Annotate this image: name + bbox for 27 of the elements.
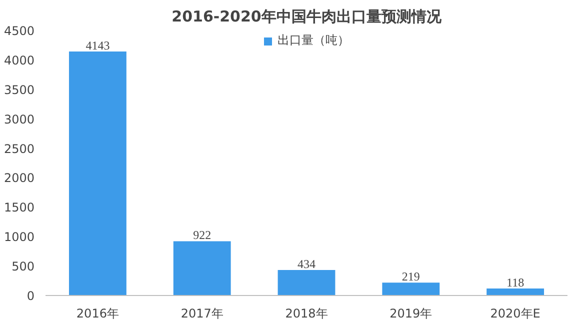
y-tick-label: 2000 (4, 171, 35, 186)
y-tick-label: 2500 (4, 142, 35, 156)
data-label: 118 (506, 276, 524, 290)
data-label: 922 (193, 228, 212, 242)
y-tick-label: 1500 (4, 200, 35, 215)
x-tick-label: 2018年 (285, 306, 328, 320)
data-label: 434 (298, 256, 316, 271)
y-tick-label: 500 (12, 260, 34, 274)
bar (173, 241, 231, 296)
x-tick-label: 2020年E (490, 306, 540, 320)
y-tick-label: 4000 (4, 53, 35, 68)
x-tick-label: 2016年 (76, 306, 119, 320)
y-tick-label: 1000 (4, 230, 35, 244)
y-tick-label: 3500 (4, 82, 35, 97)
y-tick-label: 3000 (4, 112, 35, 126)
legend-label: 出口量（吨） (278, 32, 350, 49)
bar (278, 270, 336, 296)
y-tick-label: 4500 (4, 24, 35, 38)
x-tick-label: 2017年 (180, 306, 224, 320)
bar (486, 288, 544, 296)
data-label: 219 (402, 270, 420, 284)
y-tick-label: 0 (26, 289, 35, 303)
bar (382, 282, 440, 296)
bar (68, 52, 126, 296)
x-tick-label: 2019年 (390, 306, 432, 320)
data-label: 4143 (86, 38, 110, 53)
chart-title: 2016-2020年中国牛肉出口量预测情况 (172, 8, 442, 26)
